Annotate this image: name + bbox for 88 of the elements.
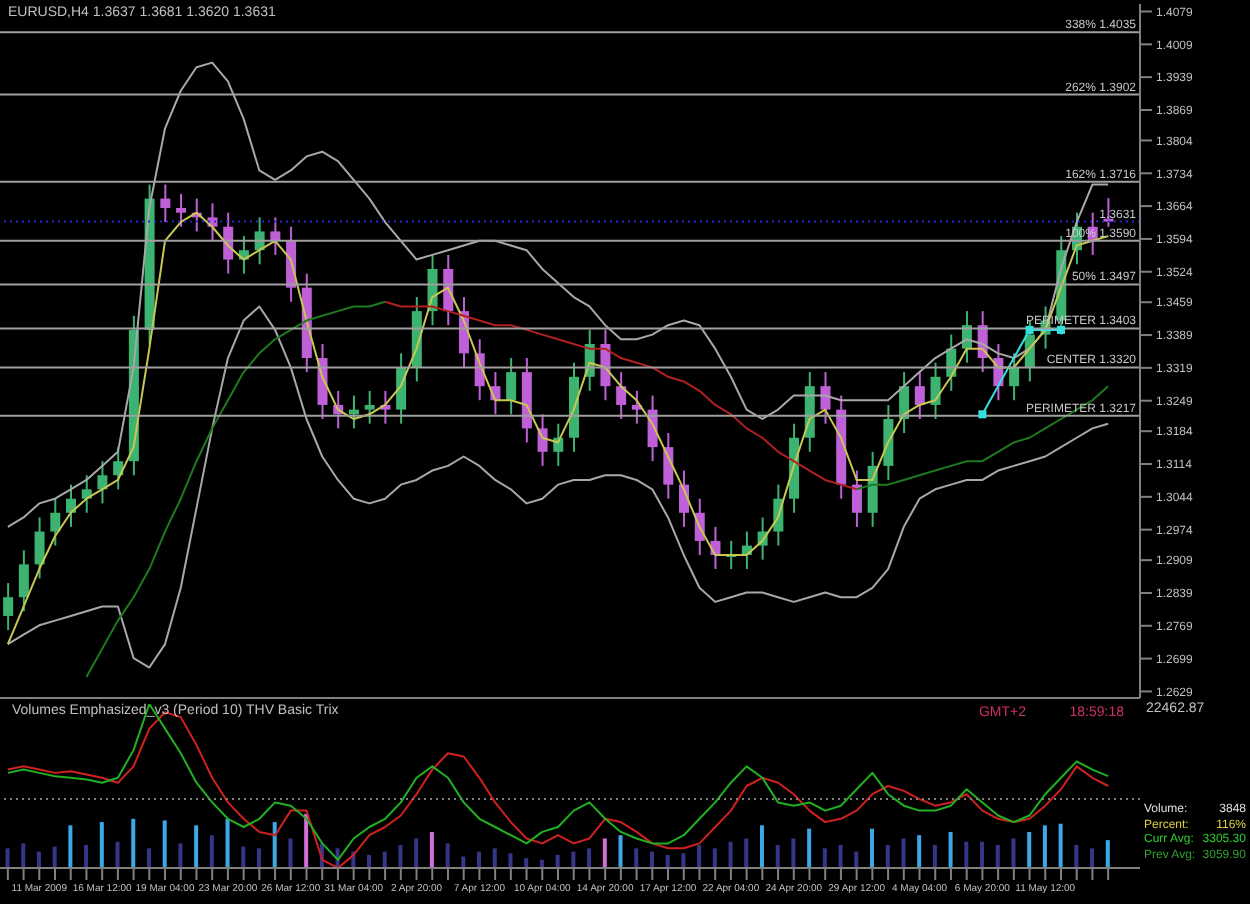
candlestick: [851, 469, 862, 528]
bar: [256, 848, 261, 868]
candlestick: [631, 389, 642, 425]
bar: [1105, 840, 1110, 868]
bar: [665, 854, 670, 868]
bar: [1058, 823, 1063, 868]
candlestick: [97, 460, 108, 505]
bar: [477, 851, 482, 868]
candlestick: [270, 216, 281, 256]
bar: [602, 838, 607, 868]
candlestick: [537, 413, 548, 467]
bar: [5, 848, 10, 868]
candlestick: [396, 352, 407, 425]
bar: [194, 825, 199, 868]
bar: [775, 845, 780, 868]
candlestick: [506, 357, 517, 416]
bar: [272, 822, 277, 868]
bar: [209, 835, 214, 868]
bar: [68, 825, 73, 868]
bar: [162, 820, 167, 868]
bar: [508, 853, 513, 868]
bar: [791, 838, 796, 868]
bar: [759, 825, 764, 868]
bar: [414, 838, 419, 868]
candlestick: [1009, 352, 1020, 402]
bar: [288, 838, 293, 868]
bar: [382, 851, 387, 868]
bar: [304, 813, 309, 868]
bar: [1011, 838, 1016, 868]
bar: [1074, 845, 1079, 868]
bar: [225, 818, 230, 868]
bar: [995, 845, 1000, 868]
bar: [932, 845, 937, 868]
candlestick: [364, 389, 375, 425]
bar: [1042, 825, 1047, 868]
candlestick: [50, 497, 61, 547]
bar: [854, 851, 859, 868]
bar: [964, 841, 969, 868]
line-series: [85, 300, 387, 678]
bar: [917, 835, 922, 868]
bar: [555, 854, 560, 868]
candlestick: [160, 183, 171, 224]
bar: [697, 845, 702, 868]
candlestick: [883, 403, 894, 481]
bar: [52, 846, 57, 868]
bar: [99, 822, 104, 868]
bar: [870, 828, 875, 868]
candlestick: [176, 192, 187, 228]
candlestick: [914, 371, 925, 420]
bar: [948, 831, 953, 868]
bar: [21, 843, 26, 868]
bar: [398, 845, 403, 868]
candlestick: [34, 516, 45, 580]
candlestick: [616, 371, 627, 420]
bar: [429, 831, 434, 868]
candlestick: [18, 549, 29, 613]
bar: [178, 843, 183, 868]
bar: [445, 843, 450, 868]
bar: [1090, 848, 1095, 868]
bar: [131, 818, 136, 868]
bar: [728, 841, 733, 868]
candlestick: [81, 474, 92, 514]
bar: [901, 838, 906, 868]
bar: [84, 845, 89, 868]
bar: [36, 851, 41, 868]
bar: [524, 858, 529, 868]
bar: [681, 853, 686, 868]
bar: [634, 848, 639, 868]
bar: [115, 841, 120, 868]
bar: [587, 848, 592, 868]
bar: [838, 845, 843, 868]
bar: [1027, 831, 1032, 868]
candlestick: [820, 371, 831, 425]
bar: [146, 848, 151, 868]
bar: [241, 846, 246, 868]
bar: [712, 848, 717, 868]
bar: [618, 835, 623, 868]
bar: [492, 848, 497, 868]
bar: [980, 841, 985, 868]
bar: [885, 845, 890, 868]
candlestick: [3, 582, 14, 632]
bar: [744, 838, 749, 868]
bar: [367, 854, 372, 868]
bar: [822, 848, 827, 868]
bar: [649, 851, 654, 868]
bar: [807, 828, 812, 868]
candlestick: [930, 361, 941, 420]
bar: [571, 851, 576, 868]
